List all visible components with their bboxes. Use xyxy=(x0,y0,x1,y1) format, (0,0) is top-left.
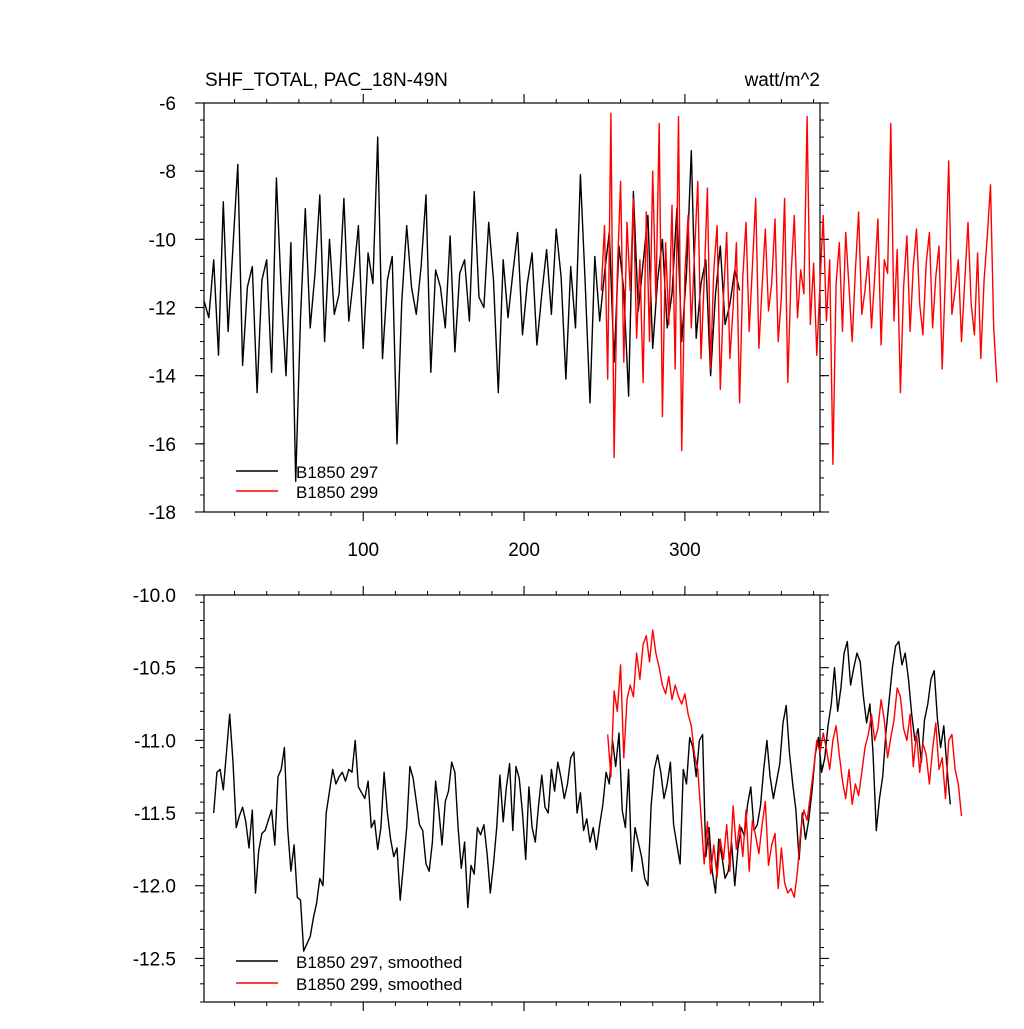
top-series-line-b1850-299 xyxy=(600,112,998,465)
bottom-series-line-b1850-299-smoothed xyxy=(607,629,963,898)
top-ytick-label: -12 xyxy=(149,299,176,320)
bottom-ytick-label: -11.0 xyxy=(134,731,176,752)
bottom-ytick-label: -12.0 xyxy=(133,877,176,898)
top-ytick-label: -16 xyxy=(149,435,176,456)
top-xtick-label: 200 xyxy=(508,540,540,561)
top-ytick-label: -18 xyxy=(149,503,176,524)
bottom-ytick-label: -10.5 xyxy=(133,659,176,680)
top-chart-units: watt/m^2 xyxy=(744,70,820,91)
top-chart-title: SHF_TOTAL, PAC_18N-49N xyxy=(205,70,448,91)
bottom-series-lines xyxy=(213,629,963,952)
top-legend-label-b1850-297: B1850 297 xyxy=(296,463,378,482)
bottom-ytick-label: -11.5 xyxy=(134,804,176,825)
bottom-ytick-label: -12.5 xyxy=(133,949,176,970)
top-xtick-label: 100 xyxy=(347,540,379,561)
top-ytick-label: -8 xyxy=(159,162,176,183)
bottom-legend-label-b1850-299-smoothed: B1850 299, smoothed xyxy=(296,975,462,994)
bottom-legend: B1850 297, smoothed B1850 299, smoothed xyxy=(236,953,462,994)
bottom-ytick-label: -10.0 xyxy=(133,586,176,607)
bottom-legend-label-b1850-297-smoothed: B1850 297, smoothed xyxy=(296,953,462,972)
top-xtick-label: 300 xyxy=(669,540,701,561)
bottom-panel: -12.5 -12.0 -11.5 -11.0 -10.5 -10.0 B1850 297… xyxy=(133,586,963,1011)
bottom-series-line-b1850-297-smoothed xyxy=(213,640,951,952)
top-ytick-label: -14 xyxy=(149,367,177,388)
top-ticks: -18 -16 -14 -12 -10 -8 -6 100 200 300 xyxy=(149,94,829,561)
bottom-ticks: -12.5 -12.0 -11.5 -11.0 -10.5 -10.0 xyxy=(133,586,829,1011)
top-ytick-label: -6 xyxy=(159,94,176,115)
bottom-plot-frame xyxy=(203,594,821,1003)
top-legend-label-b1850-299: B1850 299 xyxy=(296,483,378,502)
top-ytick-label: -10 xyxy=(149,230,176,251)
top-legend: B1850 297 B1850 299 xyxy=(236,463,378,502)
top-panel: -18 -16 -14 -12 -10 -8 -6 100 200 300 SHF_TOTAL, … xyxy=(149,70,998,561)
top-series-lines xyxy=(203,112,998,482)
